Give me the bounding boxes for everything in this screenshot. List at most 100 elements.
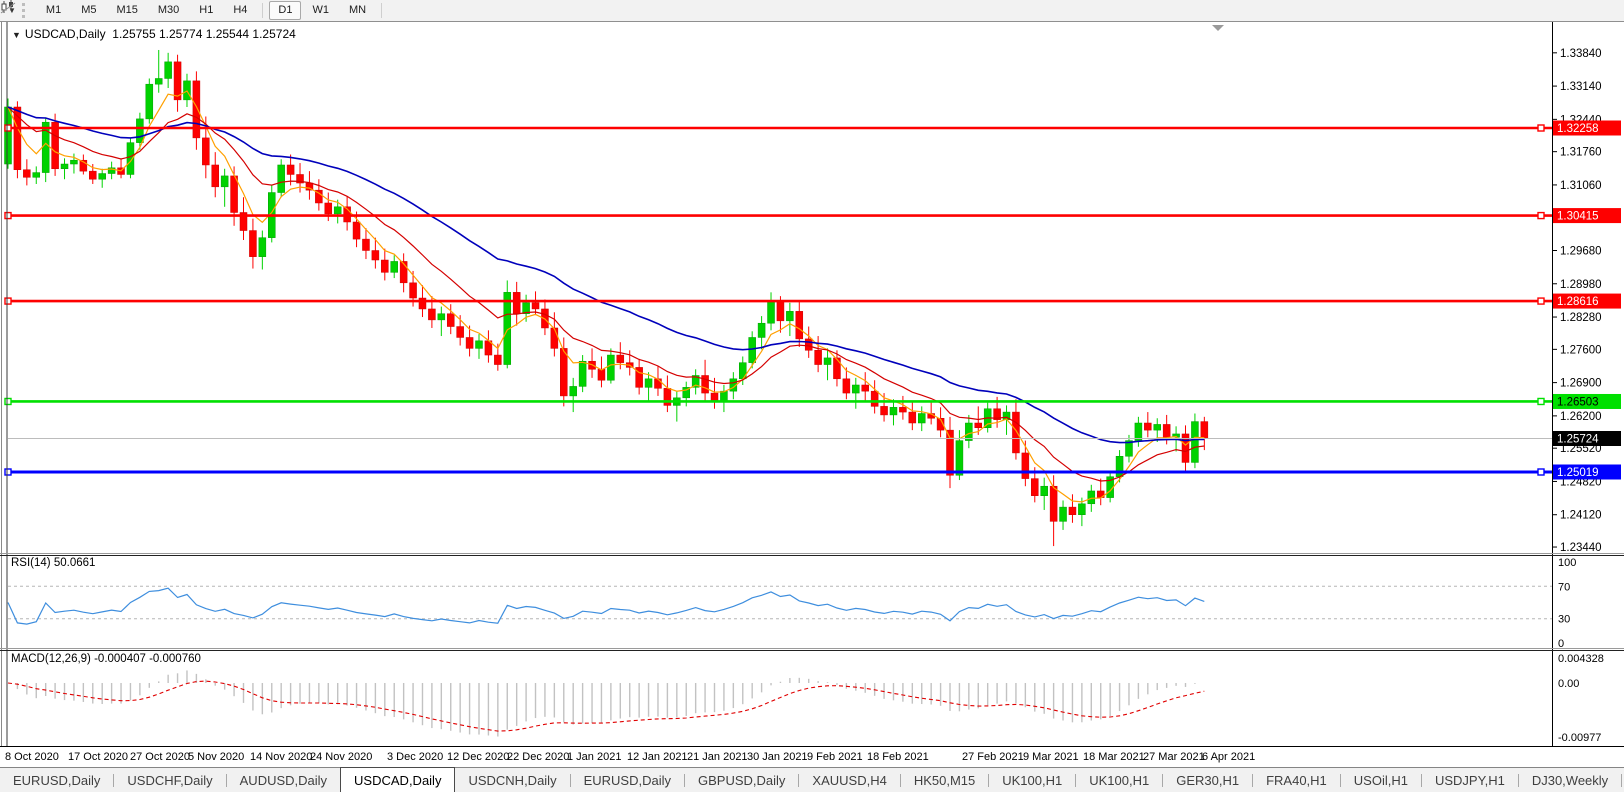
svg-text:21 Jan 2021: 21 Jan 2021 bbox=[687, 751, 748, 763]
chart-tabs-bar: EURUSD,Daily USDCHF,Daily AUDUSD,Daily USDC… bbox=[0, 767, 1624, 792]
moving-average-13 bbox=[7, 106, 1205, 482]
svg-text:-0.00977: -0.00977 bbox=[1558, 732, 1601, 744]
timeframe-button-m15[interactable]: M15 bbox=[116, 4, 138, 16]
tab-separator bbox=[1075, 774, 1077, 787]
chart-type-tool[interactable]: ▼ bbox=[0, 0, 19, 15]
svg-text:12 Dec 2020: 12 Dec 2020 bbox=[447, 751, 509, 763]
svg-text:1.30415: 1.30415 bbox=[1557, 211, 1599, 223]
tab-separator bbox=[1252, 774, 1254, 787]
tab-separator bbox=[569, 774, 571, 787]
svg-text:24 Nov 2020: 24 Nov 2020 bbox=[310, 751, 372, 763]
chart-tab-usdcnh-daily[interactable]: USDCNH,Daily bbox=[468, 773, 557, 788]
level-price-badge-1.32258[interactable] bbox=[1553, 120, 1621, 136]
timeframe-button-m1[interactable]: M1 bbox=[45, 4, 62, 16]
svg-text:18 Feb 2021: 18 Feb 2021 bbox=[867, 751, 929, 763]
svg-text:6 Apr 2021: 6 Apr 2021 bbox=[1202, 751, 1255, 763]
timeframe-button-w1[interactable]: W1 bbox=[312, 4, 329, 16]
level-price-badge-1.25019[interactable] bbox=[1553, 464, 1621, 480]
svg-text:1.31060: 1.31060 bbox=[1560, 180, 1602, 192]
chart-tab-eurusd-daily[interactable]: EURUSD,Daily bbox=[13, 773, 101, 788]
svg-text:14 Nov 2020: 14 Nov 2020 bbox=[250, 751, 312, 763]
toolbar-separator bbox=[381, 3, 383, 18]
chart-tab-uk100-h1[interactable]: UK100,H1 bbox=[1002, 773, 1063, 788]
svg-text:1.28616: 1.28616 bbox=[1557, 296, 1599, 308]
chart-shift-marker[interactable] bbox=[1212, 25, 1224, 31]
timeframe-button-h1[interactable]: H1 bbox=[199, 4, 214, 16]
toolbar-separator bbox=[262, 3, 264, 18]
timeframe-button-d1[interactable]: D1 bbox=[269, 1, 302, 20]
level-handle[interactable] bbox=[4, 297, 12, 305]
chart-tab-xauusd-h4[interactable]: XAUUSD,H4 bbox=[812, 773, 887, 788]
svg-text:1.23440: 1.23440 bbox=[1560, 542, 1602, 554]
chart-tab-eurusd-daily[interactable]: EURUSD,Daily bbox=[583, 773, 671, 788]
toolbar-grip[interactable] bbox=[21, 3, 29, 18]
candlestick-chart-icon bbox=[0, 0, 16, 14]
timeframe-button-m5[interactable]: M5 bbox=[81, 4, 97, 16]
chart-tab-ger30-h1[interactable]: GER30,H1 bbox=[1176, 773, 1240, 788]
svg-text:27 Mar 2021: 27 Mar 2021 bbox=[1143, 751, 1205, 763]
level-handle[interactable] bbox=[1537, 297, 1545, 305]
chart-tabs-list: EURUSD,Daily USDCHF,Daily AUDUSD,Daily USDC… bbox=[0, 767, 1624, 792]
price-axis bbox=[1552, 52, 1557, 548]
chart-tab-audusd-daily[interactable]: AUDUSD,Daily bbox=[239, 773, 328, 788]
tab-separator bbox=[988, 774, 990, 787]
svg-text:0: 0 bbox=[1558, 638, 1564, 650]
level-handle[interactable] bbox=[4, 468, 12, 476]
svg-text:1.33840: 1.33840 bbox=[1560, 48, 1602, 60]
tab-separator bbox=[899, 774, 901, 787]
tab-separator bbox=[113, 774, 115, 787]
svg-text:1.26900: 1.26900 bbox=[1560, 378, 1602, 390]
svg-text:9 Mar 2021: 9 Mar 2021 bbox=[1023, 751, 1079, 763]
periods-toolbar: ▼ M1 M5 M15 M30 H1 H4 D1 W1 MN bbox=[0, 0, 1624, 22]
svg-text:18 Mar 2021: 18 Mar 2021 bbox=[1083, 751, 1145, 763]
level-handle[interactable] bbox=[1537, 397, 1545, 406]
svg-text:5 Nov 2020: 5 Nov 2020 bbox=[188, 751, 244, 763]
svg-text:1.26200: 1.26200 bbox=[1560, 411, 1602, 423]
level-price-badge-1.30415[interactable] bbox=[1553, 208, 1621, 224]
svg-text:1.29680: 1.29680 bbox=[1560, 246, 1602, 258]
level-handle[interactable] bbox=[4, 397, 12, 406]
chart-tab-hk50-m15[interactable]: HK50,M15 bbox=[913, 773, 976, 788]
svg-text:1.24120: 1.24120 bbox=[1560, 510, 1602, 522]
svg-text:1.33140: 1.33140 bbox=[1560, 81, 1602, 93]
moving-average-5 bbox=[7, 90, 1205, 503]
svg-text:12 Jan 2021: 12 Jan 2021 bbox=[627, 751, 688, 763]
chart-tab-usdchf-daily[interactable]: USDCHF,Daily bbox=[127, 773, 213, 788]
moving-average-34 bbox=[7, 106, 1205, 444]
chart-tab-usdcad-daily[interactable]: USDCAD,Daily bbox=[340, 767, 456, 792]
tab-separator bbox=[1162, 774, 1164, 787]
timeframe-button-mn[interactable]: MN bbox=[348, 4, 367, 16]
svg-text:1.28980: 1.28980 bbox=[1560, 279, 1602, 291]
chart-tab-usoil-h1[interactable]: USOil,H1 bbox=[1353, 773, 1408, 788]
tab-separator bbox=[1621, 774, 1623, 787]
svg-text:0.00: 0.00 bbox=[1558, 678, 1579, 690]
level-price-badge-1.28616[interactable] bbox=[1553, 293, 1621, 309]
current-price-badge[interactable] bbox=[1553, 430, 1621, 446]
chart-tab-uk100-h1[interactable]: UK100,H1 bbox=[1089, 773, 1150, 788]
tab-separator bbox=[683, 774, 685, 787]
svg-text:27 Oct 2020: 27 Oct 2020 bbox=[130, 751, 190, 763]
svg-text:1.27600: 1.27600 bbox=[1560, 344, 1602, 356]
level-handle[interactable] bbox=[1537, 124, 1545, 132]
timeframe-button-h4[interactable]: H4 bbox=[233, 4, 248, 16]
chart-tab-usdjpy-h1[interactable]: USDJPY,H1 bbox=[1434, 773, 1505, 788]
tab-separator bbox=[1517, 774, 1519, 787]
macd-histogram bbox=[16, 670, 1206, 737]
level-handle[interactable] bbox=[4, 124, 12, 132]
timeframe-button-m30[interactable]: M30 bbox=[157, 4, 180, 16]
svg-text:1.25724: 1.25724 bbox=[1557, 433, 1599, 445]
level-handle[interactable] bbox=[1537, 211, 1545, 220]
svg-text:1.32258: 1.32258 bbox=[1557, 123, 1599, 135]
dropdown-caret-icon[interactable]: ▼ bbox=[8, 6, 16, 15]
chart-tab-dj30-weekly[interactable]: DJ30,Weekly bbox=[1531, 773, 1609, 788]
svg-text:17 Oct 2020: 17 Oct 2020 bbox=[68, 751, 128, 763]
chart-tab-fra40-h1[interactable]: FRA40,H1 bbox=[1266, 773, 1327, 788]
level-handle[interactable] bbox=[1537, 468, 1545, 476]
level-handle[interactable] bbox=[4, 211, 12, 220]
chart-tab-gbpusd-daily[interactable]: GBPUSD,Daily bbox=[697, 773, 786, 788]
svg-text:1 Jan 2021: 1 Jan 2021 bbox=[567, 751, 621, 763]
svg-text:22 Dec 2020: 22 Dec 2020 bbox=[507, 751, 569, 763]
svg-text:1.25520: 1.25520 bbox=[1560, 443, 1602, 455]
level-price-badge-1.26503[interactable] bbox=[1553, 393, 1621, 409]
